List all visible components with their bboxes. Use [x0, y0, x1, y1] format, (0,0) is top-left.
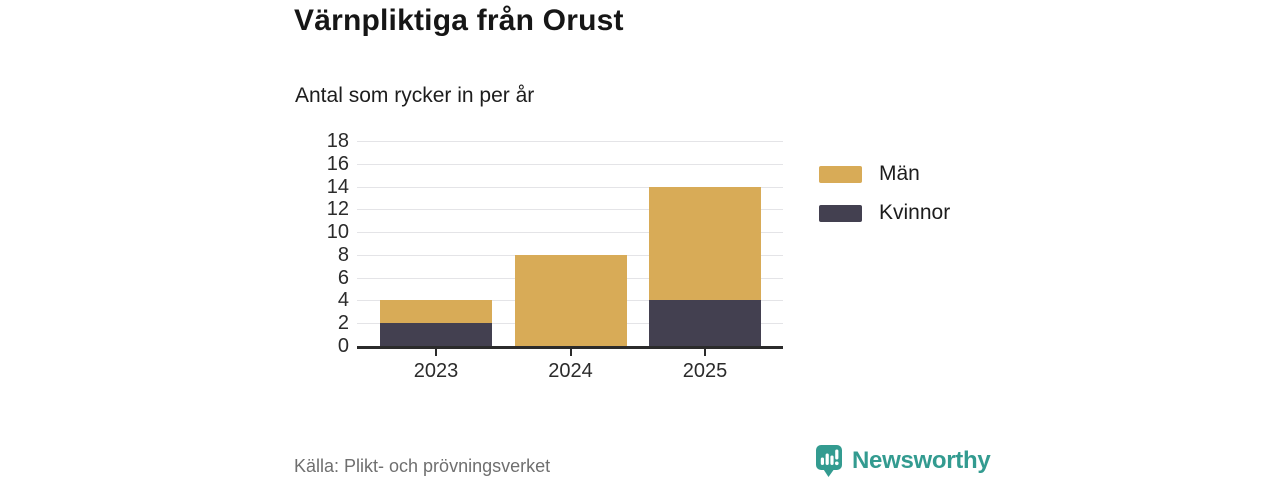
y-tick-label: 10: [326, 221, 349, 244]
brand-name: Newsworthy: [852, 446, 991, 474]
y-tick-label: 2: [337, 312, 349, 335]
gridline: [357, 209, 783, 211]
bar-segment-män-2023: [380, 300, 492, 324]
bar-segment-kvinnor-2023: [380, 323, 492, 346]
legend-item-män: Män: [819, 162, 950, 186]
y-tick-label: 0: [337, 335, 349, 357]
x-tick-mark: [569, 349, 572, 356]
x-tick-mark: [704, 349, 706, 356]
y-tick-label: 18: [326, 130, 349, 152]
legend-item-kvinnor: Kvinnor: [819, 201, 950, 225]
gridline: [357, 163, 783, 165]
y-tick-label: 6: [337, 266, 349, 289]
source-attribution: Källa: Plikt- och prövningsverket: [294, 456, 551, 476]
chart-legend: Män Kvinnor: [819, 162, 950, 240]
legend-swatch: [819, 204, 862, 222]
x-tick-label: 2024: [548, 360, 593, 382]
x-tick-label: 2025: [682, 360, 728, 382]
brand-logo: Newsworthy: [815, 444, 991, 480]
y-tick-label: 4: [337, 289, 349, 312]
x-tick-label: 2023: [413, 360, 459, 382]
y-tick-label: 12: [326, 198, 349, 221]
y-tick-label: 14: [326, 175, 349, 198]
legend-swatch: [819, 165, 862, 183]
bar-segment-kvinnor-2025: [649, 300, 761, 346]
chart-title: Värnpliktiga från Orust: [294, 4, 624, 37]
bar-segment-män-2024: [514, 254, 627, 346]
y-tick-label: 16: [326, 152, 349, 175]
newsworthy-badge-icon: [815, 444, 843, 480]
x-axis-line: [357, 346, 783, 349]
bar-segment-män-2025: [649, 186, 761, 301]
gridline: [357, 186, 783, 188]
legend-label: Män: [879, 162, 920, 185]
legend-label: Kvinnor: [879, 201, 951, 224]
chart-subtitle: Antal som rycker in per år: [295, 84, 535, 107]
gridline: [357, 141, 783, 142]
x-tick-mark: [435, 349, 437, 356]
y-tick-label: 8: [337, 243, 349, 266]
gridline: [357, 232, 783, 234]
